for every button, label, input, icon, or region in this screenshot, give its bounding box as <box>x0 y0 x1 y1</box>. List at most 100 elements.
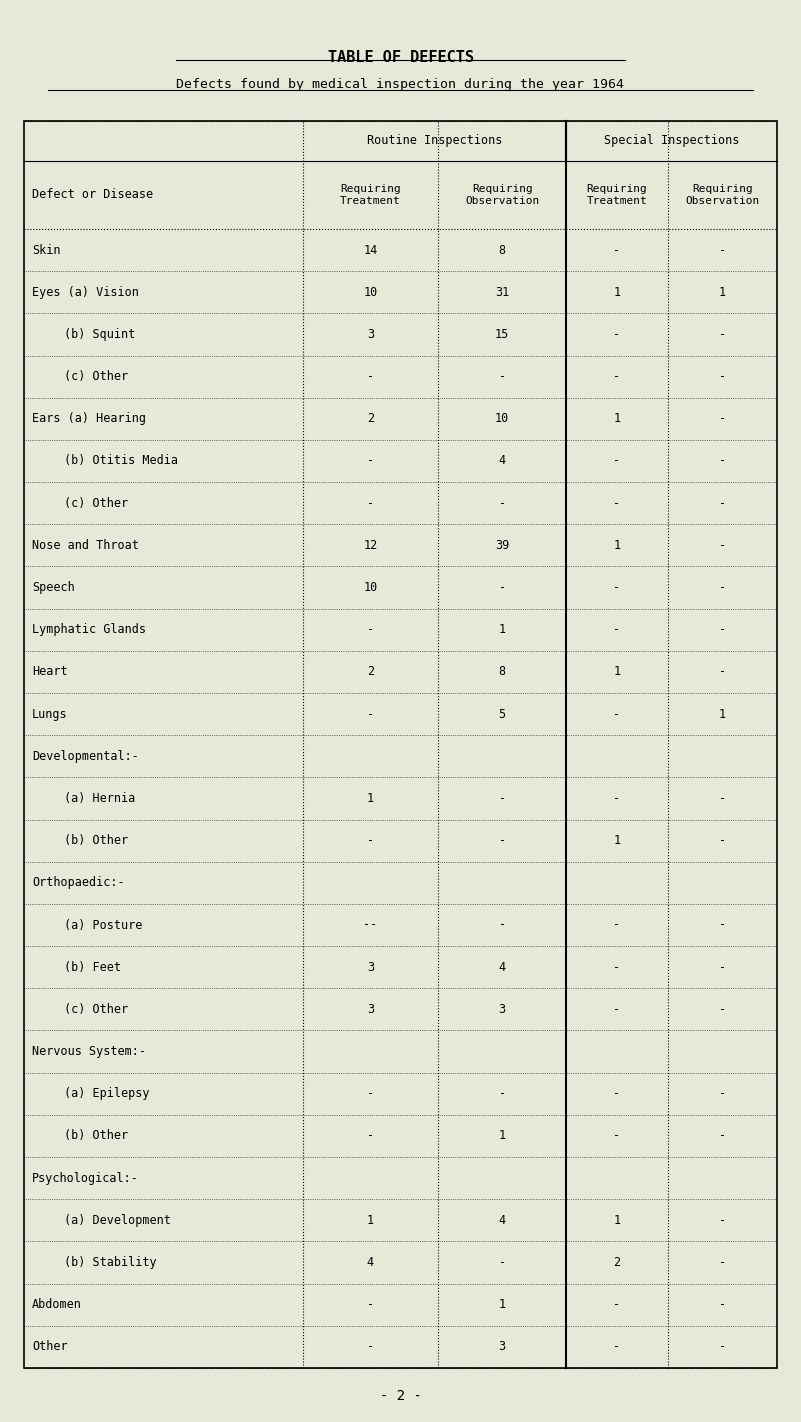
Text: -: - <box>614 1298 621 1311</box>
Text: -: - <box>367 835 374 848</box>
Text: Defects found by medical inspection during the year 1964: Defects found by medical inspection duri… <box>176 78 625 91</box>
Text: -: - <box>718 412 726 425</box>
Text: -: - <box>614 455 621 468</box>
Text: -: - <box>718 1341 726 1354</box>
Text: -: - <box>718 835 726 848</box>
Text: Speech: Speech <box>32 582 74 594</box>
Text: 4: 4 <box>498 455 505 468</box>
Text: 1: 1 <box>614 1214 621 1227</box>
Text: -: - <box>614 370 621 383</box>
Text: 3: 3 <box>498 1003 505 1015</box>
Text: Requiring
Treatment: Requiring Treatment <box>586 183 647 206</box>
Text: Nose and Throat: Nose and Throat <box>32 539 139 552</box>
Text: (b) Feet: (b) Feet <box>64 961 121 974</box>
Text: TABLE OF DEFECTS: TABLE OF DEFECTS <box>328 50 473 65</box>
Text: -: - <box>718 919 726 931</box>
Text: -: - <box>718 243 726 256</box>
Text: 12: 12 <box>364 539 377 552</box>
Text: 2: 2 <box>614 1256 621 1268</box>
Text: -: - <box>614 792 621 805</box>
Text: -: - <box>367 370 374 383</box>
Text: -: - <box>614 328 621 341</box>
Text: 10: 10 <box>364 286 377 299</box>
Text: (a) Development: (a) Development <box>64 1214 171 1227</box>
Text: -: - <box>367 1129 374 1142</box>
Text: -: - <box>718 1214 726 1227</box>
Text: Routine Inspections: Routine Inspections <box>367 134 502 148</box>
Text: (c) Other: (c) Other <box>64 496 128 509</box>
Text: 3: 3 <box>367 961 374 974</box>
Text: (a) Epilepsy: (a) Epilepsy <box>64 1088 150 1101</box>
Text: -: - <box>614 1341 621 1354</box>
Text: -: - <box>367 1341 374 1354</box>
Text: -: - <box>367 623 374 636</box>
Text: Requiring
Observation: Requiring Observation <box>465 183 539 206</box>
Text: (b) Otitis Media: (b) Otitis Media <box>64 455 178 468</box>
Text: -: - <box>498 370 505 383</box>
Text: Eyes (a) Vision: Eyes (a) Vision <box>32 286 139 299</box>
Text: -: - <box>718 1298 726 1311</box>
Text: -: - <box>498 835 505 848</box>
Text: Lungs: Lungs <box>32 708 67 721</box>
Text: -: - <box>614 961 621 974</box>
Text: 1: 1 <box>614 665 621 678</box>
Text: -: - <box>718 1088 726 1101</box>
Text: -: - <box>718 455 726 468</box>
Text: (a) Posture: (a) Posture <box>64 919 143 931</box>
Text: Defect or Disease: Defect or Disease <box>32 188 153 202</box>
Text: Orthopaedic:-: Orthopaedic:- <box>32 876 125 889</box>
Text: 1: 1 <box>614 286 621 299</box>
Text: -: - <box>614 708 621 721</box>
Text: 31: 31 <box>495 286 509 299</box>
Text: -: - <box>718 328 726 341</box>
Text: -: - <box>614 582 621 594</box>
Text: 1: 1 <box>614 412 621 425</box>
Text: -: - <box>614 1088 621 1101</box>
Text: Requiring
Observation: Requiring Observation <box>686 183 759 206</box>
Text: -: - <box>498 919 505 931</box>
Text: -: - <box>718 792 726 805</box>
Text: Requiring
Treatment: Requiring Treatment <box>340 183 400 206</box>
Text: 3: 3 <box>367 328 374 341</box>
Text: 3: 3 <box>498 1341 505 1354</box>
Text: -: - <box>718 623 726 636</box>
Text: 1: 1 <box>718 708 726 721</box>
Text: Special Inspections: Special Inspections <box>604 134 739 148</box>
Text: -: - <box>614 1003 621 1015</box>
Text: 10: 10 <box>495 412 509 425</box>
Text: 39: 39 <box>495 539 509 552</box>
Text: 2: 2 <box>367 665 374 678</box>
Text: - 2 -: - 2 - <box>380 1389 421 1404</box>
Text: -: - <box>367 708 374 721</box>
Text: -: - <box>614 496 621 509</box>
Text: 10: 10 <box>364 582 377 594</box>
Text: --: -- <box>364 919 377 931</box>
Text: 4: 4 <box>367 1256 374 1268</box>
Text: -: - <box>718 582 726 594</box>
Text: 1: 1 <box>498 1298 505 1311</box>
Text: -: - <box>498 582 505 594</box>
Text: (c) Other: (c) Other <box>64 370 128 383</box>
Text: Psychological:-: Psychological:- <box>32 1172 139 1185</box>
Text: Abdomen: Abdomen <box>32 1298 82 1311</box>
Text: -: - <box>718 1003 726 1015</box>
Text: -: - <box>367 1088 374 1101</box>
Text: 1: 1 <box>498 623 505 636</box>
Text: 5: 5 <box>498 708 505 721</box>
Text: (b) Stability: (b) Stability <box>64 1256 157 1268</box>
Text: 1: 1 <box>614 539 621 552</box>
Text: 4: 4 <box>498 1214 505 1227</box>
Text: -: - <box>718 370 726 383</box>
Text: -: - <box>614 623 621 636</box>
Text: 1: 1 <box>367 1214 374 1227</box>
Text: (a) Hernia: (a) Hernia <box>64 792 135 805</box>
Text: Nervous System:-: Nervous System:- <box>32 1045 146 1058</box>
Text: 1: 1 <box>498 1129 505 1142</box>
Text: Lymphatic Glands: Lymphatic Glands <box>32 623 146 636</box>
Text: -: - <box>718 1256 726 1268</box>
Text: -: - <box>718 539 726 552</box>
Text: -: - <box>367 1298 374 1311</box>
Text: 8: 8 <box>498 665 505 678</box>
Text: -: - <box>718 961 726 974</box>
Text: 1: 1 <box>718 286 726 299</box>
